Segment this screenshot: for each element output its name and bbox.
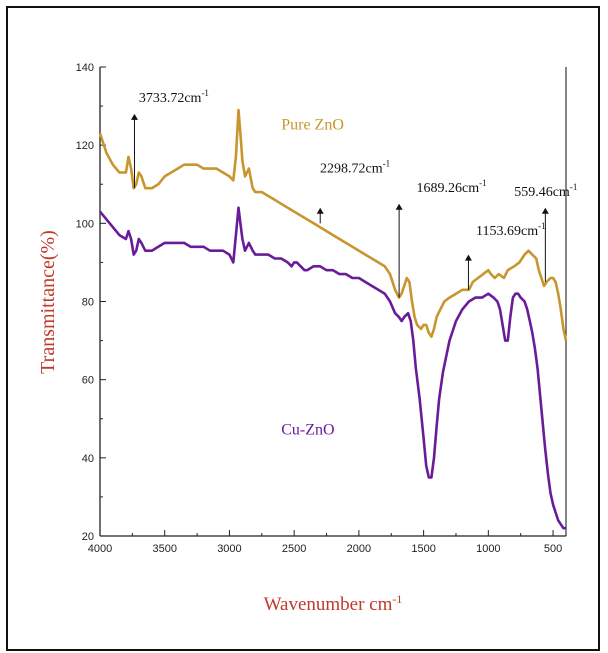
pure-zno-series-line bbox=[98, 108, 568, 341]
x-axis-label-sup: -1 bbox=[392, 592, 402, 606]
y-tick-label: 60 bbox=[82, 375, 94, 387]
series-label: Cu-ZnO bbox=[281, 421, 334, 438]
annotation-label: 1153.69cm-1 bbox=[476, 221, 546, 239]
cu-zno-series-line bbox=[99, 206, 566, 530]
y-tick-label: 80 bbox=[82, 297, 94, 309]
annotation-arrowhead bbox=[395, 203, 403, 210]
x-tick-label: 3500 bbox=[152, 543, 176, 555]
x-tick-label: 3000 bbox=[217, 543, 241, 555]
series-label: Pure ZnO bbox=[281, 117, 344, 134]
annotation-arrowhead bbox=[464, 254, 472, 261]
annotation-label: 2298.72cm-1 bbox=[320, 159, 390, 177]
annotation-sup: -1 bbox=[201, 88, 209, 98]
x-axis-label: Wavenumber cm-1 bbox=[264, 592, 403, 615]
annotation-label: 559.46cm-1 bbox=[514, 182, 577, 200]
annotation-arrowhead bbox=[541, 207, 549, 214]
y-tick-label: 100 bbox=[76, 218, 94, 230]
y-tick-label: 20 bbox=[82, 531, 94, 543]
y-tick-label: 140 bbox=[76, 62, 94, 74]
x-tick-label: 1000 bbox=[476, 543, 500, 555]
annotation-label: 3733.72cm-1 bbox=[139, 88, 209, 106]
x-tick-label: 4000 bbox=[88, 543, 112, 555]
annotation-label: 1689.26cm-1 bbox=[416, 178, 486, 196]
annotation-value: 1153.69cm bbox=[476, 224, 538, 239]
annotation-value: 1689.26cm bbox=[416, 181, 479, 196]
annotation-sup: -1 bbox=[383, 159, 391, 169]
annotation-value: 3733.72cm bbox=[139, 91, 202, 106]
y-tick-label: 40 bbox=[82, 453, 94, 465]
annotation-arrowhead bbox=[130, 113, 138, 120]
x-tick-label: 500 bbox=[544, 543, 562, 555]
x-axis-label-base: Wavenumber cm bbox=[264, 594, 393, 615]
x-tick-label: 1500 bbox=[411, 543, 435, 555]
annotation-value: 559.46cm bbox=[514, 185, 570, 200]
annotation-sup: -1 bbox=[479, 178, 487, 188]
x-tick-label: 2000 bbox=[347, 543, 371, 555]
annotation-sup: -1 bbox=[538, 221, 546, 231]
figure-frame bbox=[6, 6, 600, 651]
axes: 20 40 60 80 100 120 140 4000 3500 3000 2500 2000 150… bbox=[76, 62, 567, 555]
series-layer: Pure ZnO Cu-ZnO bbox=[98, 108, 568, 530]
y-tick-label: 120 bbox=[76, 140, 94, 152]
annotation-layer: 3733.72cm-12298.72cm-11689.26cm-11153.69… bbox=[130, 88, 577, 298]
annotation-arrowhead bbox=[316, 207, 324, 214]
annotation-sup: -1 bbox=[570, 182, 578, 192]
annotation-value: 2298.72cm bbox=[320, 162, 383, 177]
y-axis-label: Transmittance(%) bbox=[37, 230, 59, 374]
x-tick-label: 2500 bbox=[282, 543, 306, 555]
